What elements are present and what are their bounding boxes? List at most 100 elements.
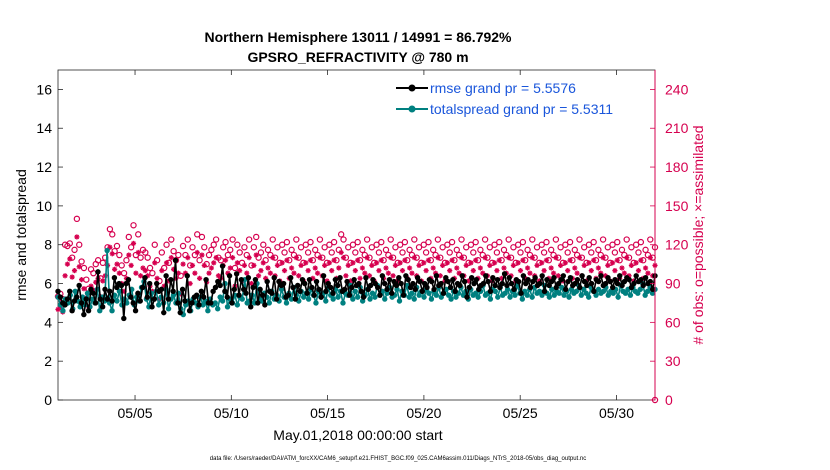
totalspread-point bbox=[445, 292, 452, 298]
obs-possible-point bbox=[245, 236, 253, 243]
totalspread-point bbox=[406, 294, 413, 300]
rmse-point bbox=[393, 282, 400, 289]
rmse-point bbox=[501, 271, 508, 277]
rmse-point bbox=[146, 280, 153, 287]
obs-assimilated-point bbox=[296, 273, 302, 279]
obs-assimilated-point bbox=[638, 257, 644, 263]
totalspread-point bbox=[97, 308, 103, 314]
rmse-point bbox=[459, 273, 465, 279]
obs-assimilated-point bbox=[449, 257, 455, 263]
totalspread-point bbox=[60, 308, 66, 314]
rmse-point bbox=[633, 273, 639, 279]
rmse-point bbox=[527, 284, 534, 291]
rmse-point bbox=[471, 280, 477, 287]
rmse-point bbox=[386, 276, 393, 283]
y-right-tick-label: 150 bbox=[665, 198, 689, 214]
rmse-series bbox=[55, 257, 658, 322]
rmse-point bbox=[111, 275, 118, 281]
obs-possible-point bbox=[406, 246, 413, 254]
rmse-point bbox=[85, 308, 92, 314]
rmse-point bbox=[372, 280, 379, 287]
totalspread-point bbox=[583, 290, 589, 296]
rmse-point bbox=[562, 286, 569, 293]
totalspread-point bbox=[502, 290, 508, 296]
rmse-point bbox=[224, 294, 230, 300]
obs-assimilated-point bbox=[76, 264, 82, 270]
rmse-point bbox=[95, 269, 101, 275]
obs-assimilated-point bbox=[392, 262, 399, 269]
totalspread-point bbox=[416, 292, 422, 298]
rmse-point bbox=[365, 286, 371, 293]
totalspread-point bbox=[352, 288, 358, 294]
legend-spread-text: totalspread grand pr = 5.5311 bbox=[430, 101, 613, 117]
obs-possible-point bbox=[274, 244, 281, 251]
obs-possible-point bbox=[458, 236, 465, 243]
totalspread-point bbox=[116, 288, 123, 294]
obs-assimilated-point bbox=[482, 255, 488, 261]
x-tick-label: 05/25 bbox=[503, 405, 538, 421]
rmse-point bbox=[88, 286, 94, 293]
obs-assimilated-point bbox=[477, 265, 483, 271]
obs-assimilated-point bbox=[440, 262, 446, 269]
totalspread-point bbox=[330, 296, 336, 302]
obs-possible-point bbox=[269, 236, 276, 243]
obs-possible-point bbox=[564, 249, 571, 256]
totalspread-point bbox=[433, 292, 440, 298]
y-axis-left-label: rmse and totalspread bbox=[13, 169, 29, 301]
obs-possible-point bbox=[425, 238, 432, 246]
obs-possible-point bbox=[135, 231, 142, 238]
rmse-point bbox=[316, 286, 322, 293]
y-right-tick-label: 240 bbox=[665, 81, 689, 97]
totalspread-point bbox=[384, 290, 390, 296]
rmse-point bbox=[250, 284, 256, 291]
obs-possible-point bbox=[127, 244, 135, 251]
totalspread-point bbox=[200, 302, 206, 308]
rmse-point bbox=[97, 296, 104, 302]
rmse-point bbox=[602, 280, 609, 287]
obs-assimilated-point bbox=[126, 252, 132, 258]
rmse-point bbox=[429, 278, 435, 285]
obs-possible-point bbox=[241, 244, 248, 251]
obs-possible-point bbox=[205, 251, 213, 259]
rmse-point bbox=[377, 292, 383, 298]
obs-assimilated-point bbox=[135, 249, 141, 256]
rmse-point bbox=[74, 294, 80, 300]
totalspread-point bbox=[644, 288, 651, 294]
totalspread-point bbox=[426, 290, 432, 296]
obs-assimilated-point bbox=[338, 249, 344, 256]
obs-assimilated-point bbox=[314, 270, 321, 276]
obs-possible-point bbox=[576, 236, 583, 243]
totalspread-point bbox=[492, 288, 499, 294]
rmse-point bbox=[184, 273, 190, 279]
rmse-point bbox=[175, 300, 181, 306]
rmse-point bbox=[452, 288, 458, 294]
rmse-point bbox=[370, 276, 376, 283]
obs-assimilated-point bbox=[548, 265, 554, 271]
obs-possible-point bbox=[179, 242, 187, 250]
rmse-point bbox=[248, 304, 254, 310]
obs-assimilated-point bbox=[109, 251, 115, 257]
obs-assimilated-point bbox=[336, 265, 342, 271]
obs-possible-point bbox=[359, 246, 366, 254]
rmse-point bbox=[142, 275, 148, 281]
totalspread-point bbox=[549, 286, 555, 293]
obs-assimilated-point bbox=[463, 262, 469, 269]
obs-assimilated-point bbox=[423, 267, 429, 274]
obs-assimilated-point bbox=[345, 262, 351, 269]
rmse-point bbox=[367, 282, 374, 289]
obs-possible-point bbox=[170, 247, 177, 255]
obs-possible-point bbox=[533, 244, 541, 251]
rmse-point bbox=[431, 286, 437, 293]
obs-assimilated-point bbox=[194, 249, 200, 256]
obs-possible-point bbox=[201, 244, 208, 251]
obs-assimilated-point bbox=[364, 255, 370, 261]
rmse-point bbox=[287, 275, 294, 281]
obs-assimilated-point bbox=[274, 262, 281, 269]
obs-possible-point bbox=[378, 238, 385, 246]
totalspread-point bbox=[539, 292, 545, 298]
obs-assimilated-point bbox=[591, 257, 597, 263]
rmse-point bbox=[104, 296, 111, 302]
obs-possible-point bbox=[99, 259, 107, 267]
rmse-point bbox=[311, 292, 317, 298]
